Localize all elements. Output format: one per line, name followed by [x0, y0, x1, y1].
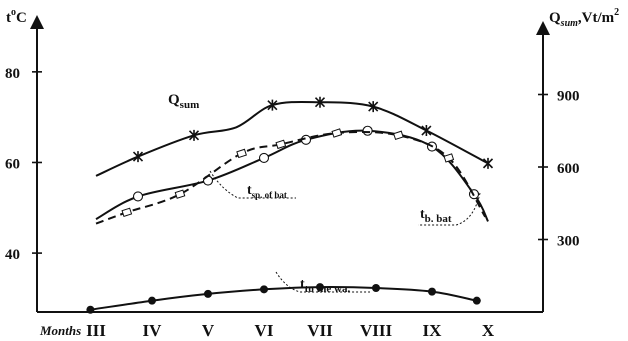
series-point-tspbat-2 — [174, 189, 186, 199]
series-line-twater — [90, 286, 477, 311]
series-point-tspbat-5 — [331, 128, 343, 138]
x-tick-label-IX: IX — [423, 321, 443, 340]
x-tick-label-VII: VII — [307, 321, 333, 340]
series-point-tspbat-3 — [236, 148, 247, 159]
series-label-tbbat-main: t — [420, 207, 425, 222]
left-axis-title: toC — [6, 7, 27, 26]
left-tick-label-40: 40 — [5, 247, 20, 263]
series-label-qsum: Qsum — [168, 92, 199, 111]
left-axis-title-sup: o — [11, 7, 16, 18]
right-tick-label-900: 900 — [557, 89, 580, 105]
series-point-qsum-5 — [314, 96, 326, 108]
x-tick-label-V: V — [202, 321, 215, 340]
series-point-qsum-1 — [132, 151, 144, 163]
left-tick-label-80: 80 — [5, 66, 20, 82]
series-point-tspbat-7 — [443, 153, 455, 163]
series-point-tspbat-1 — [121, 207, 133, 218]
series-point-twater-4 — [316, 283, 324, 292]
series-point-qsum-2 — [188, 129, 200, 141]
x-tick-label-VI: VI — [255, 321, 274, 340]
series-label-twater-sub: to the wa. — [305, 283, 351, 295]
series-label-twater-main: t — [300, 277, 305, 292]
x-axis-months-label: Months — [39, 323, 81, 338]
x-tick-label-VIII: VIII — [360, 321, 393, 340]
right-axis-title-sub: sum — [560, 18, 578, 29]
left-tick-label-60: 60 — [5, 156, 20, 172]
series-point-qsum-8 — [482, 157, 494, 169]
series-layer — [86, 96, 494, 314]
right-axis-title: Qsum,Vt/m2 — [549, 7, 619, 29]
series-tspbat — [95, 128, 487, 225]
series-point-twater-2 — [204, 289, 212, 298]
right-tick-label-300: 300 — [557, 234, 580, 250]
series-twater — [86, 283, 481, 314]
series-label-tbbat: tb. bat — [420, 207, 452, 225]
series-point-twater-0 — [86, 305, 95, 314]
annotation-sp-of-bat: tsp. of bat — [209, 170, 296, 200]
series-point-twater-7 — [472, 296, 481, 305]
series-point-twater-1 — [148, 296, 156, 305]
x-tick-label-IV: IV — [143, 321, 163, 340]
series-label-tbbat-sub: b. bat — [425, 213, 452, 225]
series-line-qsum — [95, 100, 489, 177]
series-label-tspbat-main: t — [247, 183, 252, 198]
x-axis-ticks: III IV V VI VII VIII IX X — [86, 321, 495, 340]
series-point-twater-6 — [428, 287, 436, 296]
series-point-tspbat-4 — [275, 139, 287, 150]
series-point-twater-3 — [260, 285, 268, 294]
leader-line-sp-of-bat — [209, 170, 296, 199]
series-point-qsum-4 — [267, 99, 278, 111]
right-axis-title-q: Q — [549, 10, 561, 26]
series-tbbat — [95, 125, 489, 222]
series-label-tspbat-sub: sp. of bat — [252, 190, 287, 200]
left-axis-title-t: t — [6, 10, 11, 26]
left-axis-title-unit: C — [16, 10, 27, 26]
left-axis-ticks: 40 60 80 — [5, 66, 42, 263]
x-tick-label-X: X — [482, 321, 495, 340]
annotation-b-bat: tb. bat — [418, 192, 481, 226]
series-point-qsum-7 — [421, 125, 432, 137]
series-label-twater: tto the wa. — [300, 277, 350, 295]
x-tick-label-III: III — [86, 321, 106, 340]
right-axis-ticks: 300 600 900 — [538, 89, 580, 250]
right-axis-title-unit: ,Vt/m — [578, 10, 615, 26]
series-label-qsum-sub: sum — [180, 99, 200, 111]
series-point-tspbat-6 — [393, 130, 404, 141]
right-axis-title-sup: 2 — [614, 7, 619, 18]
series-line-tspbat — [95, 130, 487, 225]
series-point-tbbat-5 — [362, 125, 373, 136]
series-label-tspbat: tsp. of bat — [247, 183, 287, 200]
series-label-qsum-main: Q — [168, 92, 180, 108]
series-point-tbbat-3 — [258, 152, 270, 163]
series-point-tbbat-1 — [132, 191, 144, 202]
series-point-qsum-6 — [368, 101, 379, 113]
series-point-twater-5 — [372, 283, 380, 292]
leader-line-b-bat — [418, 192, 481, 226]
right-tick-label-600: 600 — [557, 161, 580, 177]
series-qsum — [95, 96, 494, 177]
annotation-to-the-water: tto the wa. — [275, 271, 370, 295]
